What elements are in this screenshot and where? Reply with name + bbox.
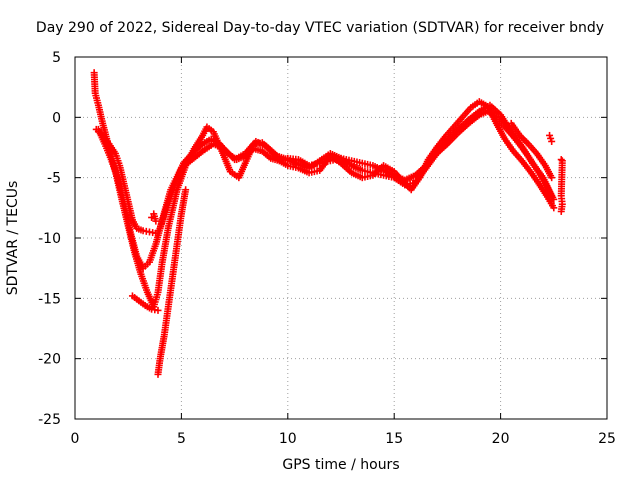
- y-tick-label: -20: [38, 352, 61, 368]
- track-8-marker: [548, 137, 556, 145]
- track-2-marker: [550, 195, 558, 203]
- track-1-marker: [550, 204, 558, 212]
- track-5-marker: [182, 186, 190, 194]
- y-tick-label: 0: [52, 110, 61, 126]
- x-tick-label: 25: [598, 431, 616, 447]
- track-9-marker: [557, 156, 565, 164]
- x-tick-label: 0: [71, 431, 80, 447]
- track-9-marker: [557, 207, 565, 215]
- plot-frame: [74, 56, 608, 420]
- chart-title: Day 290 of 2022, Sidereal Day-to-day VTE…: [35, 20, 605, 36]
- x-axis-label: GPS time / hours: [282, 457, 400, 473]
- data-points: [90, 69, 566, 378]
- x-tick-label: 5: [177, 431, 186, 447]
- tick-labels: 0 5 10 15 20 25 5 0 -5 -10 -15 -20 -25: [38, 50, 616, 447]
- track-7-marker: [548, 174, 556, 182]
- y-tick-label: -15: [38, 291, 61, 307]
- y-tick-label: -10: [38, 231, 61, 247]
- y-tick-label: -5: [47, 171, 61, 187]
- y-tick-label: 5: [52, 50, 61, 66]
- x-tick-label: 20: [492, 431, 510, 447]
- track-6-marker: [152, 217, 160, 225]
- track-4-marker: [154, 306, 162, 314]
- y-tick-label: -25: [38, 412, 61, 428]
- x-tick-label: 10: [279, 431, 297, 447]
- y-axis-label: SDTVAR / TECUs: [5, 180, 21, 296]
- x-tick-label: 15: [385, 431, 403, 447]
- track-3-marker: [548, 192, 556, 200]
